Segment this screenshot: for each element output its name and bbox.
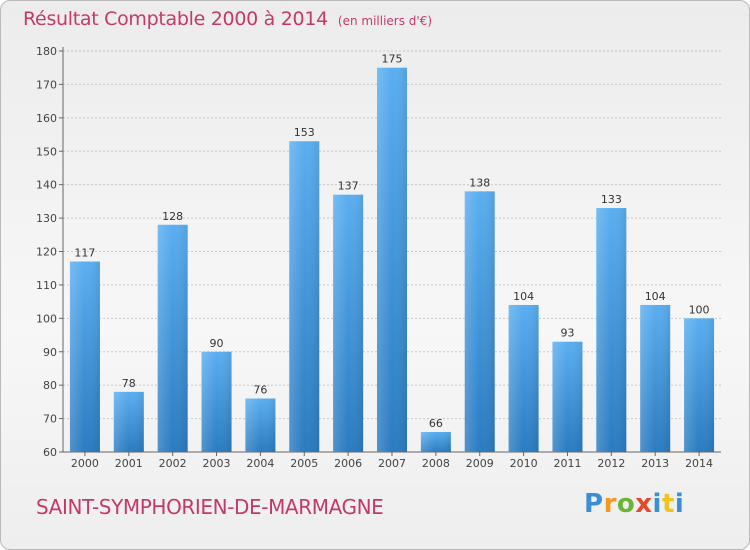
x-tick-label: 2009: [466, 457, 494, 470]
y-tick-label: 150: [36, 145, 57, 158]
bar-shade: [289, 141, 320, 452]
data-label: 137: [338, 180, 359, 193]
y-tick-label: 140: [36, 179, 57, 192]
data-labels: 117 78 128 90 76 153 137 175 66 138 104 93 133 104 100: [74, 53, 709, 430]
x-tick-label: 2003: [203, 457, 231, 470]
x-tick-label: 2006: [334, 457, 362, 470]
proxiti-logo: Proxiti: [584, 489, 684, 519]
data-label: 76: [253, 384, 267, 397]
y-tick-label: 110: [36, 279, 57, 292]
y-tick-label: 170: [36, 78, 57, 91]
data-label: 133: [601, 193, 622, 206]
data-label: 153: [294, 126, 315, 139]
y-tick-label: 60: [43, 446, 57, 459]
bar-shade: [596, 208, 627, 452]
data-label: 104: [645, 290, 666, 303]
bar-shade: [377, 67, 407, 452]
x-tick-label: 2000: [71, 457, 99, 470]
bar-shade: [69, 261, 100, 452]
bar-shade: [684, 318, 715, 452]
logo-letter: t: [661, 489, 675, 519]
y-tick-labels: 60 70 80 90 100 110 120 130 140 150 160 170 180: [36, 45, 57, 459]
data-label: 100: [689, 303, 710, 316]
x-tick-label: 2005: [290, 457, 318, 470]
data-label: 128: [162, 210, 183, 223]
bar-shade: [464, 191, 495, 452]
title-row: Résultat Comptable 2000 à 2014 (en millie…: [23, 8, 432, 30]
y-tick-label: 160: [36, 112, 57, 125]
logo-letter: o: [616, 489, 636, 519]
data-label: 175: [382, 53, 403, 66]
x-tick-labels: 2000 2001 2002 2003 2004 2005 2006 2007 2008 2009…: [71, 457, 713, 470]
y-tick-label: 130: [36, 212, 57, 225]
bar-shade: [333, 194, 364, 453]
data-label: 117: [74, 247, 95, 260]
bar-shade: [552, 341, 583, 452]
x-tick-label: 2013: [641, 457, 669, 470]
x-tick-label: 2012: [597, 457, 625, 470]
y-tick-label: 120: [36, 246, 57, 259]
logo-letter: P: [584, 489, 604, 519]
bar-shade: [508, 304, 539, 452]
x-tick-label: 2014: [685, 457, 713, 470]
y-tick-label: 70: [43, 413, 57, 426]
bar-shade: [420, 431, 451, 452]
data-label: 104: [513, 290, 534, 303]
logo-letter: i: [674, 489, 685, 519]
y-tick-label: 100: [36, 312, 57, 325]
y-tick-label: 180: [36, 45, 57, 58]
logo-letter: i: [652, 489, 662, 519]
data-label: 138: [469, 176, 490, 189]
chart-title: Résultat Comptable 2000 à 2014: [23, 8, 328, 30]
x-tick-label: 2011: [553, 457, 581, 470]
x-tick-label: 2010: [510, 457, 538, 470]
x-tick-label: 2008: [422, 457, 450, 470]
bar-shade: [157, 224, 188, 452]
x-tick-label: 2002: [159, 457, 187, 470]
data-label: 90: [210, 337, 224, 350]
data-label: 66: [429, 417, 443, 430]
chart-subtitle: (en milliers d'€): [337, 14, 433, 28]
x-tick-label: 2004: [246, 457, 274, 470]
logo-letter: r: [603, 489, 617, 519]
bar-shade: [640, 304, 671, 452]
logo-letter: x: [635, 489, 653, 519]
x-tick-label: 2007: [378, 457, 406, 470]
data-label: 78: [122, 377, 136, 390]
x-tick-label: 2001: [115, 457, 143, 470]
bar-shade: [245, 398, 276, 452]
bar-shade: [113, 391, 144, 452]
y-tick-label: 90: [43, 346, 57, 359]
data-label: 93: [560, 327, 574, 340]
commune-name: SAINT-SYMPHORIEN-DE-MARMAGNE: [36, 495, 384, 519]
bars: [69, 67, 715, 453]
bar-shade: [201, 351, 232, 452]
y-tick-label: 80: [43, 379, 57, 392]
